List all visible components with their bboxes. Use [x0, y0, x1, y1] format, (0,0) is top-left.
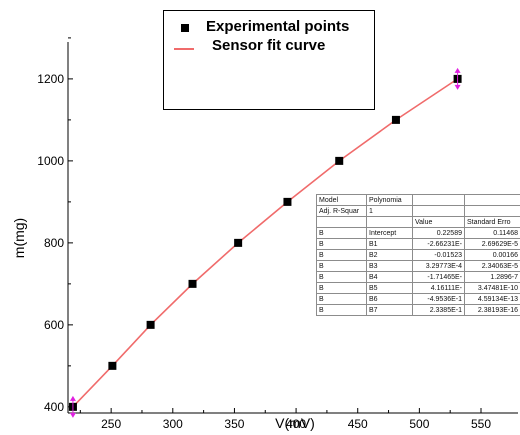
table-cell: 2.69629E-5	[464, 238, 520, 250]
data-point	[283, 197, 292, 206]
table-cell: B6	[366, 293, 413, 305]
y-tick-label: 1000	[37, 154, 64, 168]
table-cell: 3.29773E-4	[412, 260, 465, 272]
table-cell: B1	[366, 238, 413, 250]
axes: 250 300 350 400 450 500 550 400 600 800 1000 1200	[37, 37, 518, 431]
table-header-row: Adj. R-Squar 1	[316, 205, 520, 217]
x-tick-label: 400	[286, 417, 306, 431]
table-cell: B3	[366, 260, 413, 272]
table-cell	[316, 216, 367, 228]
table-cell: Standard Erro	[464, 216, 520, 228]
y-axis-title: m(mg)	[11, 218, 27, 258]
table-cell: B	[316, 238, 367, 250]
table-cell	[366, 216, 413, 228]
y-tick-label: 800	[44, 236, 64, 250]
table-cell: 4.16111E-	[412, 282, 465, 294]
error-cap-up-icon	[454, 67, 461, 73]
table-cell: 0.11468	[464, 227, 520, 239]
table-cell: B	[316, 249, 367, 261]
data-point	[335, 156, 344, 165]
table-cell: -1.71465E-	[412, 271, 465, 283]
table-cell	[412, 205, 465, 217]
table-cell: B4	[366, 271, 413, 283]
table-cell: 2.34063E-5	[464, 260, 520, 272]
table-cell: B	[316, 271, 367, 283]
fit-parameters-table: Model Polynomia Adj. R-Squar 1 Value Standard…	[316, 194, 520, 316]
data-point	[391, 115, 400, 124]
error-cap-down-icon	[69, 412, 76, 418]
table-cell	[412, 194, 465, 206]
table-cell: 1.2896-7	[464, 271, 520, 283]
y-tick-label: 400	[44, 400, 64, 414]
x-tick-label: 350	[224, 417, 244, 431]
table-cell: 3.47481E-10	[464, 282, 520, 294]
table-header-row: Model Polynomia	[316, 194, 520, 206]
table-header-row: Value Standard Erro	[316, 216, 520, 228]
table-row: B B5 4.16111E- 3.47481E-10	[316, 282, 520, 294]
data-point	[188, 279, 197, 288]
x-tick-label: 450	[348, 417, 368, 431]
data-point	[146, 320, 155, 329]
x-axis-title: V(mV)	[275, 415, 315, 431]
table-cell: 0.00166	[464, 249, 520, 261]
table-cell: -4.9536E-1	[412, 293, 465, 305]
table-cell	[464, 194, 520, 206]
table-cell: B2	[366, 249, 413, 261]
data-point	[108, 361, 117, 370]
table-cell: B	[316, 282, 367, 294]
table-cell: B	[316, 304, 367, 316]
error-marker-layer	[69, 67, 461, 418]
table-cell	[464, 205, 520, 217]
table-row: B B3 3.29773E-4 2.34063E-5	[316, 260, 520, 272]
table-row: B B2 -0.01523 0.00166	[316, 249, 520, 261]
table-cell: B	[316, 227, 367, 239]
table-cell: Intercept	[366, 227, 413, 239]
table-row: B Intercept 0.22589 0.11468	[316, 227, 520, 239]
x-tick-label: 550	[471, 417, 491, 431]
table-cell: 2.3385E-1	[412, 304, 465, 316]
table-cell: Value	[412, 216, 465, 228]
table-cell: B	[316, 293, 367, 305]
y-tick-label: 600	[44, 318, 64, 332]
data-point	[234, 238, 243, 247]
table-cell: Polynomia	[366, 194, 413, 206]
legend-square-marker-icon	[181, 24, 189, 32]
table-cell: 0.22589	[412, 227, 465, 239]
table-cell: Adj. R-Squar	[316, 205, 367, 217]
table-row: B B7 2.3385E-1 2.38193E-16	[316, 304, 520, 316]
legend-line-icon	[174, 48, 194, 50]
table-cell: B	[316, 260, 367, 272]
legend: Experimental points Sensor fit curve	[163, 10, 375, 110]
error-cap-down-icon	[454, 84, 461, 90]
table-row: B B4 -1.71465E- 1.2896-7	[316, 271, 520, 283]
table-cell: -2.66231E-	[412, 238, 465, 250]
legend-label-experimental: Experimental points	[206, 18, 350, 35]
table-cell: -0.01523	[412, 249, 465, 261]
y-tick-label: 1200	[37, 72, 64, 86]
x-tick-label: 500	[409, 417, 429, 431]
table-cell: 2.38193E-16	[464, 304, 520, 316]
legend-label-fit: Sensor fit curve	[212, 37, 326, 54]
x-tick-label: 300	[163, 417, 183, 431]
x-tick-label: 250	[101, 417, 121, 431]
table-cell: 4.59134E-13	[464, 293, 520, 305]
table-row: B B6 -4.9536E-1 4.59134E-13	[316, 293, 520, 305]
error-cap-up-icon	[69, 395, 76, 401]
table-row: B B1 -2.66231E- 2.69629E-5	[316, 238, 520, 250]
table-cell: 1	[366, 205, 413, 217]
table-cell: B7	[366, 304, 413, 316]
table-cell: B5	[366, 282, 413, 294]
table-cell: Model	[316, 194, 367, 206]
